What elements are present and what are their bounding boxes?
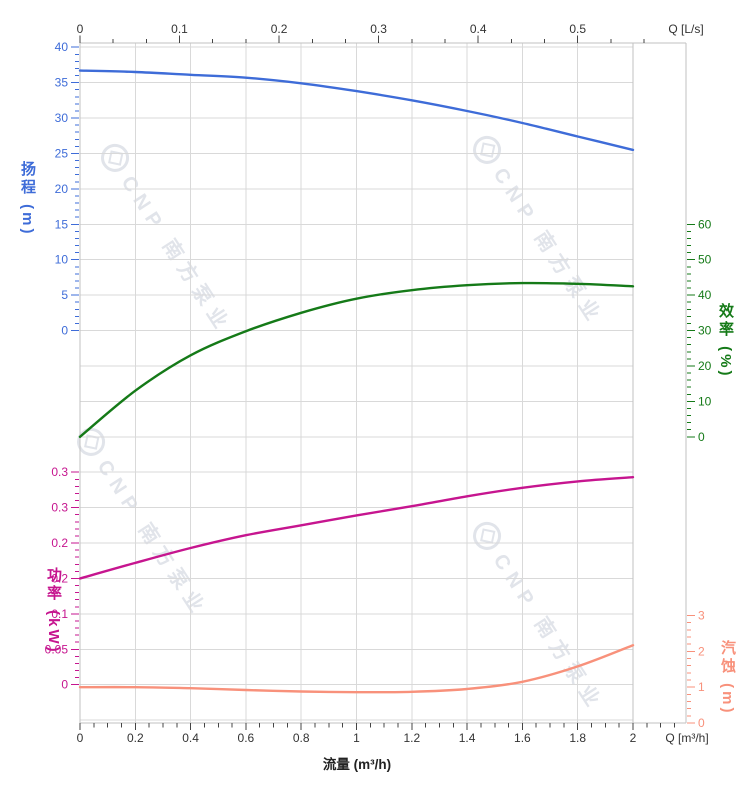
power-tick-label: 0.3 [51,465,68,479]
head-curve [78,69,635,152]
head-axis: 40 35 30 25 20 15 10 5 0 [55,40,79,338]
top-x-axis: 0 0.1 0.2 0.3 0.4 0.5 [77,22,645,43]
npsh-curve [78,644,635,694]
efficiency-curve [78,281,635,438]
top-axis-unit: Q [L/s] [668,22,703,36]
top-x-tick-label: 0.4 [470,22,487,36]
power-ticks [71,471,79,686]
efficiency-axis-title: 效率 (%) [717,303,734,379]
npsh-tick-label: 1 [698,680,705,694]
grid-path [79,43,634,723]
power-curve [78,476,635,580]
bottom-x-tick-label: 0.2 [127,731,144,745]
power-tick-label: 0.2 [51,572,68,586]
bottom-x-tick-label: 0 [77,731,84,745]
bottom-x-tick-label: 1.8 [569,731,586,745]
efficiency-axis: 60 50 40 30 20 10 0 [687,217,712,444]
head-ticks [71,46,79,331]
efficiency-tick-label: 40 [698,288,712,302]
efficiency-tick-label: 20 [698,359,712,373]
npsh-ticks [687,615,695,724]
power-tick-label: 0.2 [51,536,68,550]
x-axis-title: 流量 (m³/h) [323,756,391,772]
head-tick-label: 30 [55,111,69,125]
head-tick-label: 10 [55,253,69,267]
bottom-x-tick-label: 0.6 [238,731,255,745]
bottom-x-tick-label: 2 [630,731,637,745]
power-tick-label: 0.1 [51,607,68,621]
efficiency-tick-label: 60 [698,217,712,231]
efficiency-tick-label: 30 [698,324,712,338]
npsh-tick-label: 2 [698,644,705,658]
bottom-x-tick-label: 1.4 [459,731,476,745]
bottom-axis-unit: Q [m³/h] [665,731,708,745]
npsh-tick-label: 3 [698,609,705,623]
bottom-x-tick-label: 0.8 [293,731,310,745]
efficiency-ticks [687,223,695,438]
efficiency-tick-label: 10 [698,394,712,408]
top-x-tick-label: 0 [77,22,84,36]
head-tick-label: 0 [61,324,68,338]
npsh-tick-label: 0 [698,716,705,730]
top-x-tick-label: 0.2 [271,22,288,36]
bottom-x-tick-label: 1 [353,731,360,745]
npsh-axis-title: 汽蚀 (m) [719,640,736,716]
efficiency-tick-label: 0 [698,430,705,444]
bottom-x-axis: 0 0.2 0.4 0.6 0.8 1 1.2 1.4 1.6 1.8 2 [77,723,675,745]
top-x-tick-label: 0.5 [569,22,586,36]
head-tick-label: 15 [55,217,69,231]
npsh-axis: 3 2 1 0 [687,609,705,730]
power-axis-title: 功率 (kW) [45,567,62,655]
efficiency-tick-label: 50 [698,253,712,267]
top-x-ticks [79,35,645,43]
power-tick-label: 0 [61,678,68,692]
gridlines [79,42,687,724]
axis-frame [79,42,687,724]
power-tick-label: 0.3 [51,501,68,515]
power-tick-label: 0.05 [45,642,69,656]
head-tick-label: 35 [55,76,69,90]
curves [78,69,635,694]
bottom-x-tick-label: 1.2 [403,731,420,745]
bottom-x-tick-label: 1.6 [514,731,531,745]
power-axis: 0.3 0.3 0.2 0.2 0.1 0.05 0 [45,465,79,692]
head-axis-title: 扬程 (m) [19,161,36,237]
top-x-tick-label: 0.1 [171,22,188,36]
bottom-x-tick-label: 0.4 [182,731,199,745]
axes: 403530252015105060504030201000.30.30.20.… [45,22,712,745]
bottom-x-ticks [79,723,675,730]
head-tick-label: 40 [55,40,69,54]
head-tick-label: 20 [55,182,69,196]
head-tick-label: 5 [61,288,68,302]
head-tick-label: 25 [55,147,69,161]
top-x-tick-label: 0.3 [370,22,387,36]
